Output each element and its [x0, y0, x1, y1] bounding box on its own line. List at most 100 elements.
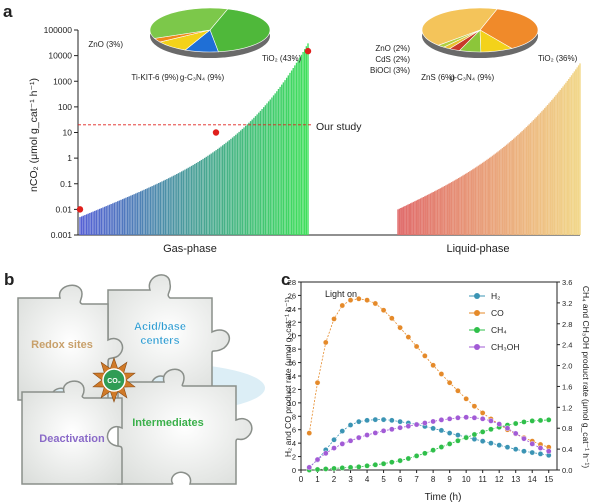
c-series-point [372, 461, 379, 468]
c-series-point [339, 465, 346, 471]
c-ytick-right-label: 3.6 [562, 278, 572, 287]
a-pie-label: ZnO (2%) [375, 44, 410, 53]
c-series-point [322, 339, 329, 346]
a-ytick-label: 1 [67, 153, 72, 163]
c-series-point [422, 450, 428, 457]
c-ytick-left-label: 28 [288, 278, 296, 287]
a-highlight-point [212, 129, 220, 136]
c-series-point [413, 343, 420, 350]
a-pie-slice [421, 7, 498, 46]
c-series-point [397, 418, 403, 425]
c-series-point [331, 465, 337, 472]
c-series-point [488, 426, 494, 433]
c-series-line [309, 419, 549, 468]
c-series-line [309, 419, 549, 471]
c-ytick-right-label: 0.4 [562, 445, 572, 454]
a-pie-label: g-C₃N₄ (9%) [180, 73, 225, 82]
c-xtick-label: 9 [447, 475, 452, 484]
c-series-point [438, 417, 445, 423]
c-xtick-label: 12 [495, 475, 504, 484]
c-series-point [463, 414, 469, 421]
a-group-label-liquid: Liquid-phase [447, 243, 510, 255]
c-series-point [479, 410, 486, 416]
c-series-point [512, 430, 519, 437]
c-series-point [314, 379, 321, 386]
c-series-point [372, 300, 379, 307]
panel-label-a: a [3, 2, 13, 21]
c-series-point [331, 445, 337, 451]
c-xtick-label: 0 [299, 475, 304, 484]
c-ytick-left-label: 10 [288, 399, 296, 408]
c-series-point [537, 445, 544, 451]
c-series-point [413, 421, 420, 428]
c-series-point [405, 423, 412, 429]
c-ytick-left-label: 24 [288, 305, 296, 314]
c-series-point [471, 431, 478, 438]
c-series-point [347, 297, 354, 303]
c-series-point [455, 432, 461, 438]
c-ytick-right-label: 0.8 [562, 424, 572, 433]
c-legend-marker [474, 293, 480, 299]
a-ylabel: nCO₂ (μmol g_cat⁻¹ h⁻¹) [28, 78, 40, 192]
c-series-point [405, 455, 412, 462]
c-series-point [372, 430, 379, 436]
c-series-point [455, 387, 461, 394]
c-series-point [545, 448, 552, 454]
c-series-point [372, 416, 379, 423]
a-highlight-point [304, 47, 312, 55]
c-series-point [479, 429, 486, 435]
c-series-point [322, 466, 329, 472]
c-ytick-right-label: 0.0 [562, 466, 572, 475]
c-series-point [463, 396, 469, 402]
c-series-point [545, 417, 552, 423]
c-xtick-label: 4 [365, 475, 370, 484]
c-series-point [512, 420, 519, 427]
c-legend-label: CH₄ [491, 325, 507, 335]
c-ytick-left-label: 0 [292, 466, 296, 475]
c-series-point [380, 428, 387, 434]
c-series-point [430, 418, 436, 425]
c-series-point [521, 435, 527, 442]
c-series-point [364, 432, 370, 438]
c-series-point [521, 448, 527, 454]
c-series-point [364, 297, 370, 303]
c-series-point [471, 403, 478, 410]
c-series-point [364, 463, 370, 469]
c-series-point [356, 418, 362, 425]
c-series-point [430, 362, 436, 369]
c-series-point [347, 464, 354, 471]
c-series-point [389, 417, 395, 424]
a-pie-slice [479, 8, 539, 49]
c-series-point [364, 417, 370, 424]
a-ytick-label: 10000 [48, 51, 72, 61]
c-series-point [446, 379, 453, 386]
c-series-point [397, 424, 403, 431]
c-ytick-left-label: 20 [288, 332, 296, 341]
c-series-point [438, 371, 445, 377]
c-series-point [512, 446, 519, 452]
a-pie-label: Ti-KIT-6 (9%) [131, 73, 179, 82]
puzzle-label-deactivation: Deactivation [39, 433, 105, 445]
c-series-point [504, 425, 511, 432]
c-xtick-label: 5 [381, 475, 386, 484]
c-annotation-light-on: Light on [325, 289, 357, 299]
c-ylabel-right: CH₄ and CH₃OH product rate (μmol g_cat⁻¹… [581, 286, 591, 469]
c-series-point [356, 464, 362, 470]
c-ytick-right-label: 1.6 [562, 382, 572, 391]
c-series-point [339, 441, 346, 447]
c-xtick-label: 11 [479, 475, 488, 484]
a-highlight-point [76, 206, 84, 213]
c-series-point [380, 416, 387, 423]
a-ytick-label: 0.1 [60, 179, 72, 189]
c-series-point [397, 457, 403, 464]
c-xtick-label: 6 [398, 475, 403, 484]
c-xtick-label: 13 [511, 475, 520, 484]
c-ytick-left-label: 6 [292, 426, 296, 435]
puzzle-label-intermediates: Intermediates [132, 417, 204, 429]
c-ytick-left-label: 8 [292, 412, 296, 421]
chart-a: 0.001 0.01 0.1 1 10 100 1000 10000 100000 TiO₂ (… [28, 7, 581, 255]
puzzle-label-redox: Redox sites [31, 339, 93, 351]
c-ytick-right-label: 1.2 [562, 403, 572, 412]
c-xlabel: Time (h) [425, 492, 462, 503]
c-legend-label: H₂ [491, 291, 500, 301]
